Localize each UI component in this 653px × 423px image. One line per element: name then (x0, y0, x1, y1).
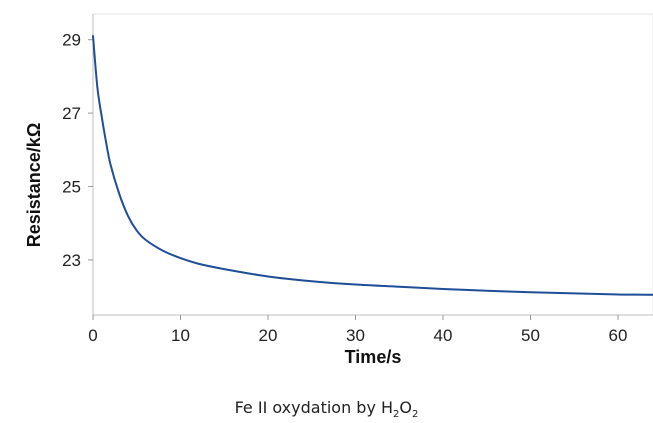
series-line (92, 35, 653, 296)
x-tick-label: 40 (434, 326, 453, 345)
y-tick-label: 23 (62, 251, 81, 270)
plot-area-frame (92, 13, 653, 316)
y-tick-label: 29 (62, 31, 81, 50)
series-layer (92, 35, 653, 296)
caption-sub-2: 2 (412, 409, 419, 421)
x-tick-label: 20 (259, 326, 278, 345)
x-tick-label: 60 (609, 326, 628, 345)
y-ticks: 23 25 27 29 (62, 31, 93, 270)
y-tick-label: 25 (62, 178, 81, 197)
x-ticks: 0 10 20 30 40 50 60 (88, 315, 627, 345)
caption-main: Fe II oxydation by H (234, 398, 394, 417)
figure-caption: Fe II oxydation by H2O2 (0, 398, 653, 420)
x-tick-label: 50 (521, 326, 540, 345)
y-axis-title: Resistance/kΩ (24, 123, 44, 248)
x-tick-label: 0 (88, 326, 97, 345)
x-tick-label: 30 (346, 326, 365, 345)
x-tick-label: 10 (171, 326, 190, 345)
x-axis-title: Time/s (345, 347, 402, 367)
y-tick-label: 27 (62, 104, 81, 123)
caption-sub-1: 2 (393, 409, 400, 421)
caption-mid: O (399, 398, 413, 417)
